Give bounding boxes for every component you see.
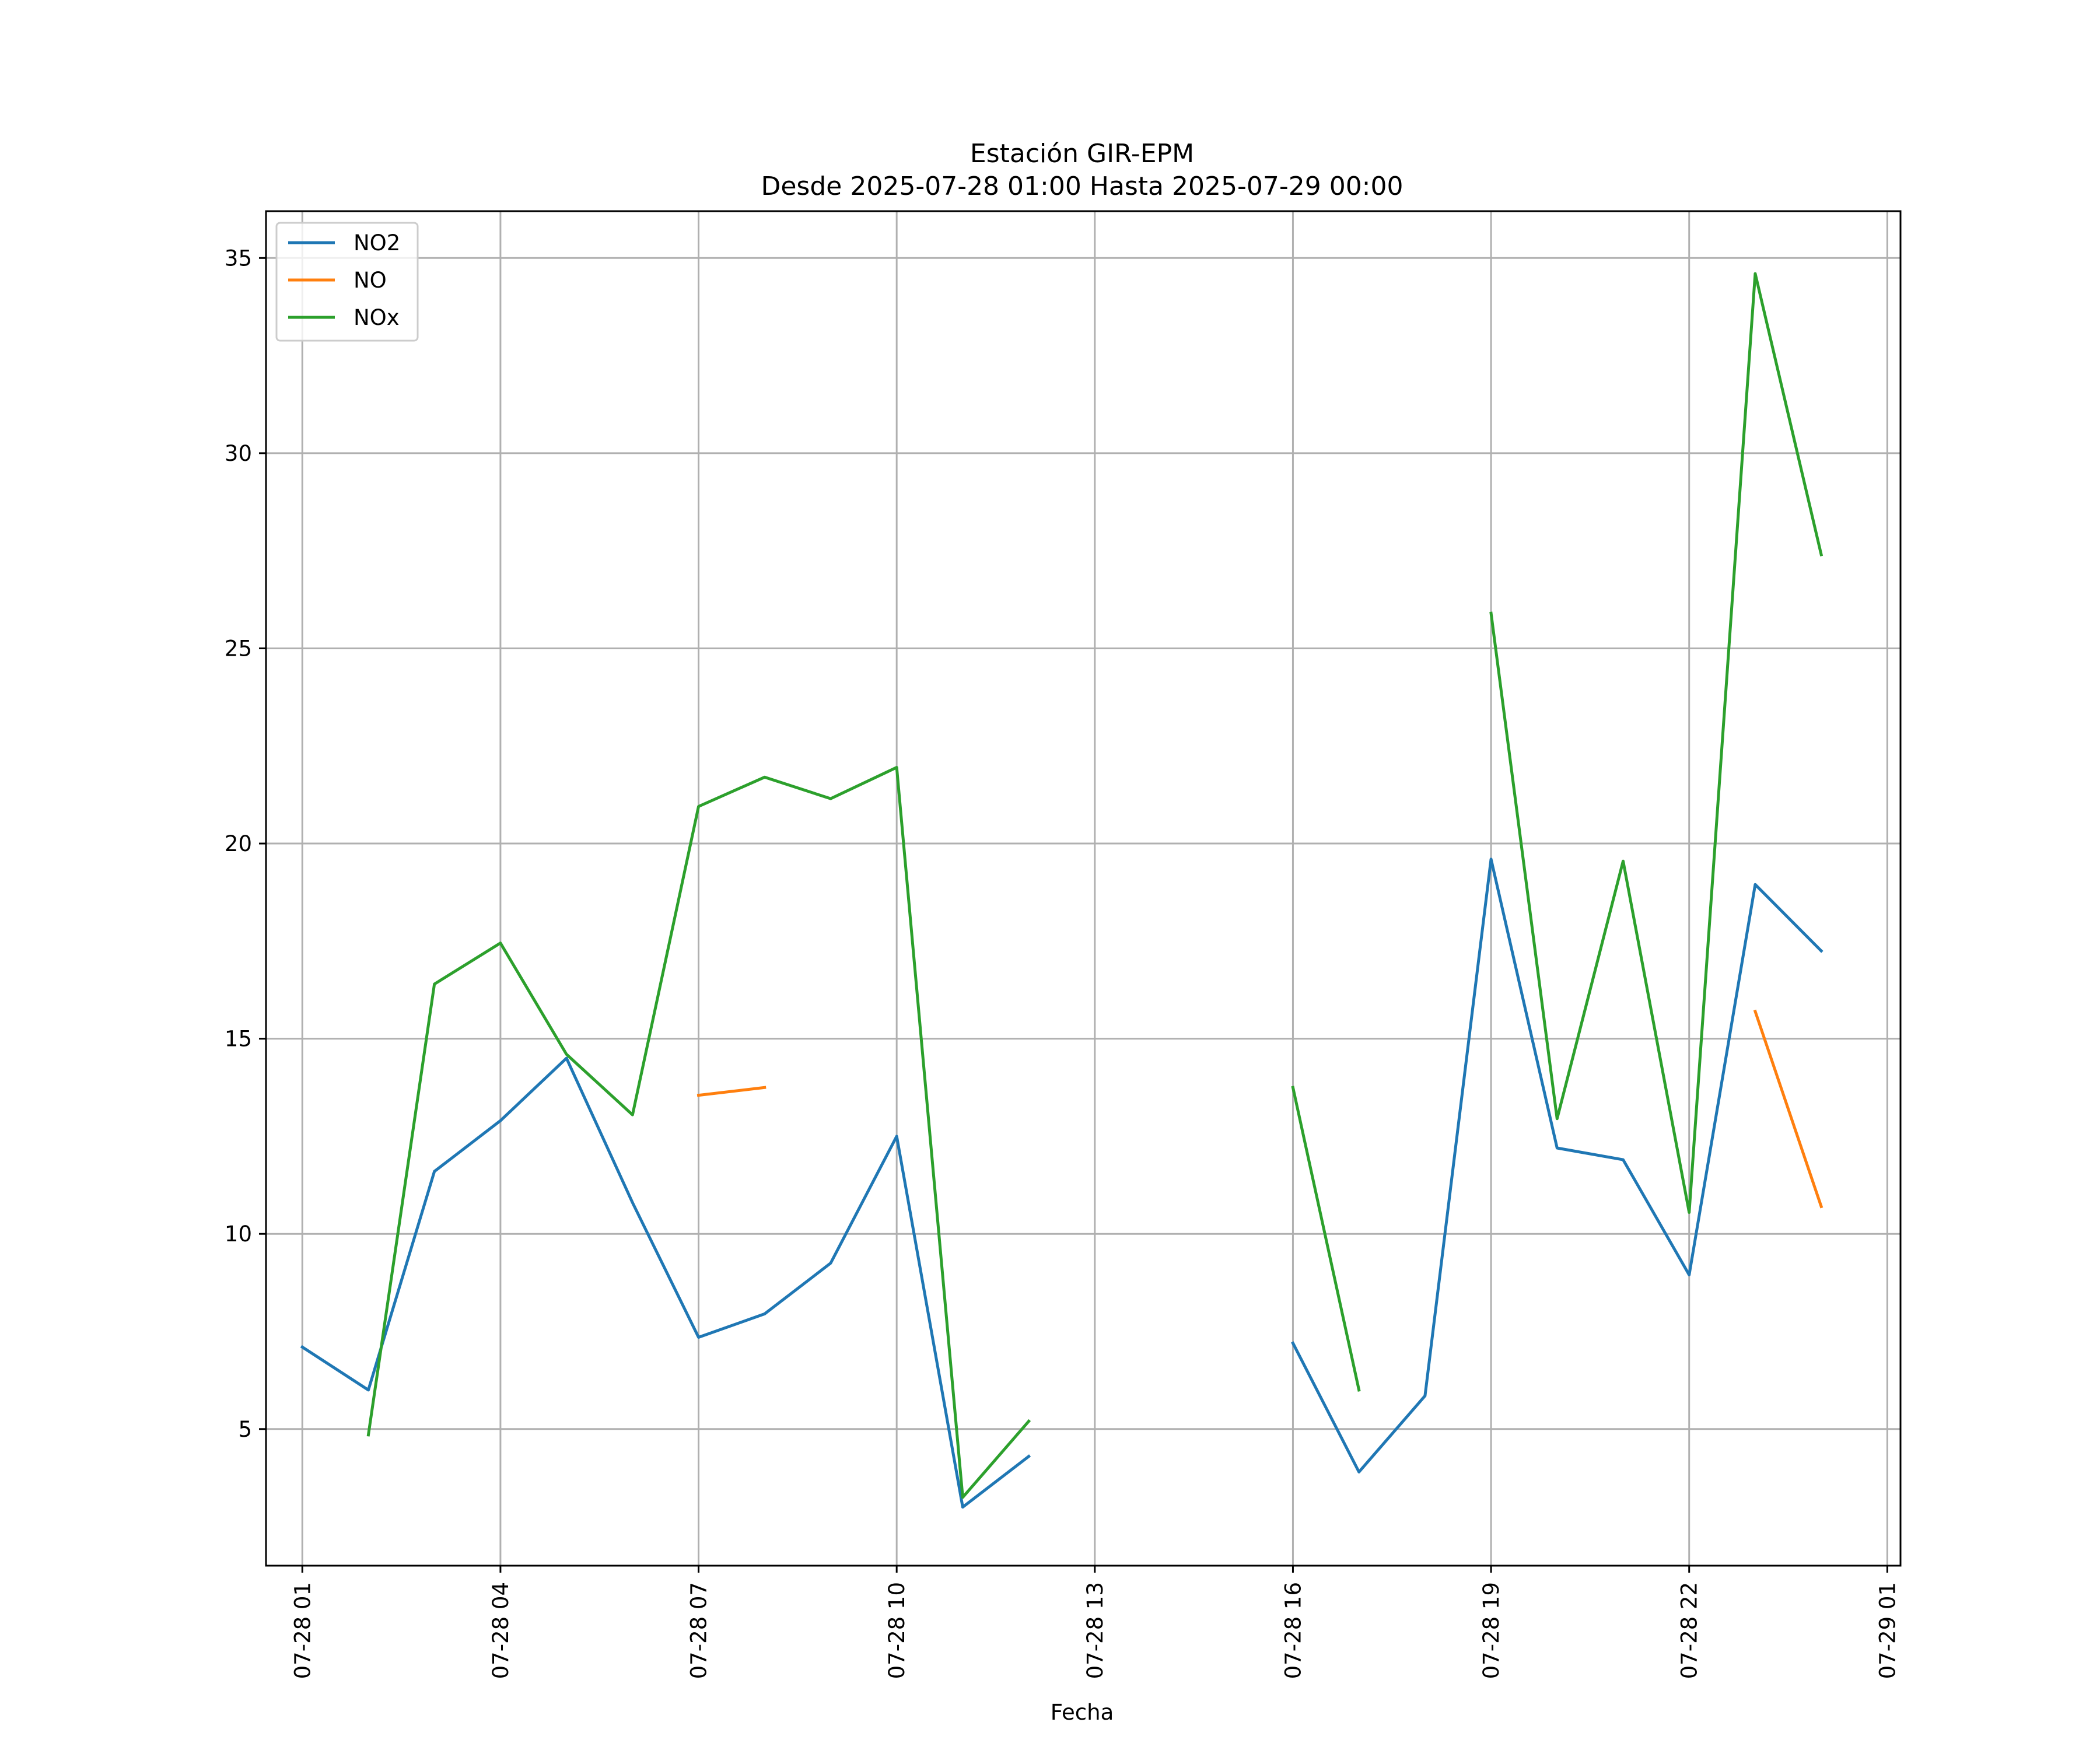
no2-line-segment	[1291, 858, 1824, 1474]
y-tick-label: 5	[238, 1417, 252, 1442]
y-tick-label: 30	[225, 441, 252, 466]
no-line-segment	[696, 1086, 766, 1097]
x-tick-label: 07-28 19	[1479, 1582, 1504, 1679]
y-tick-label: 15	[225, 1027, 252, 1052]
nox-line-segment	[366, 766, 1031, 1499]
legend-label-nox: NOx	[354, 305, 400, 330]
x-tick-label: 07-28 16	[1280, 1582, 1306, 1679]
nox-line-segment	[1489, 272, 1824, 1214]
y-tick-label: 25	[225, 636, 252, 661]
x-axis-label: Fecha	[1051, 1700, 1114, 1725]
legend: NO2 NO NOx	[275, 222, 419, 342]
no2-line-segment	[300, 1056, 1031, 1509]
chart-title-line-1: Estación GIR-EPM	[970, 139, 1194, 169]
legend-label-no2: NO2	[354, 230, 400, 256]
axes-ticks: 07-28 01 07-28 04 07-28 07 07-28 10 07-28 13…	[225, 246, 1900, 1679]
legend-frame	[275, 222, 419, 342]
x-tick-label: 07-28 22	[1677, 1582, 1702, 1679]
x-tick-label: 07-28 10	[884, 1582, 909, 1679]
grid	[266, 211, 1901, 1566]
no-line-segment	[1753, 1009, 1824, 1209]
plot-lines	[300, 272, 1824, 1509]
y-tick-label: 35	[225, 246, 252, 271]
legend-label-no: NO	[354, 268, 387, 293]
y-tick-label: 10	[225, 1222, 252, 1247]
x-tick-label: 07-29 01	[1875, 1582, 1900, 1679]
x-tick-label: 07-28 04	[488, 1582, 513, 1679]
series-no	[696, 1009, 1824, 1209]
y-tick-label: 20	[225, 831, 252, 856]
series-no2	[300, 858, 1824, 1509]
series-nox	[366, 272, 1824, 1499]
x-tick-label: 07-28 01	[290, 1582, 315, 1679]
x-tick-label: 07-28 07	[687, 1582, 712, 1679]
nox-line-segment	[1291, 1086, 1361, 1392]
plot-frame	[265, 210, 1902, 1567]
x-tick-label: 07-28 13	[1083, 1582, 1108, 1679]
chart-title-line-2: Desde 2025-07-28 01:00 Hasta 2025-07-29 …	[761, 172, 1403, 201]
